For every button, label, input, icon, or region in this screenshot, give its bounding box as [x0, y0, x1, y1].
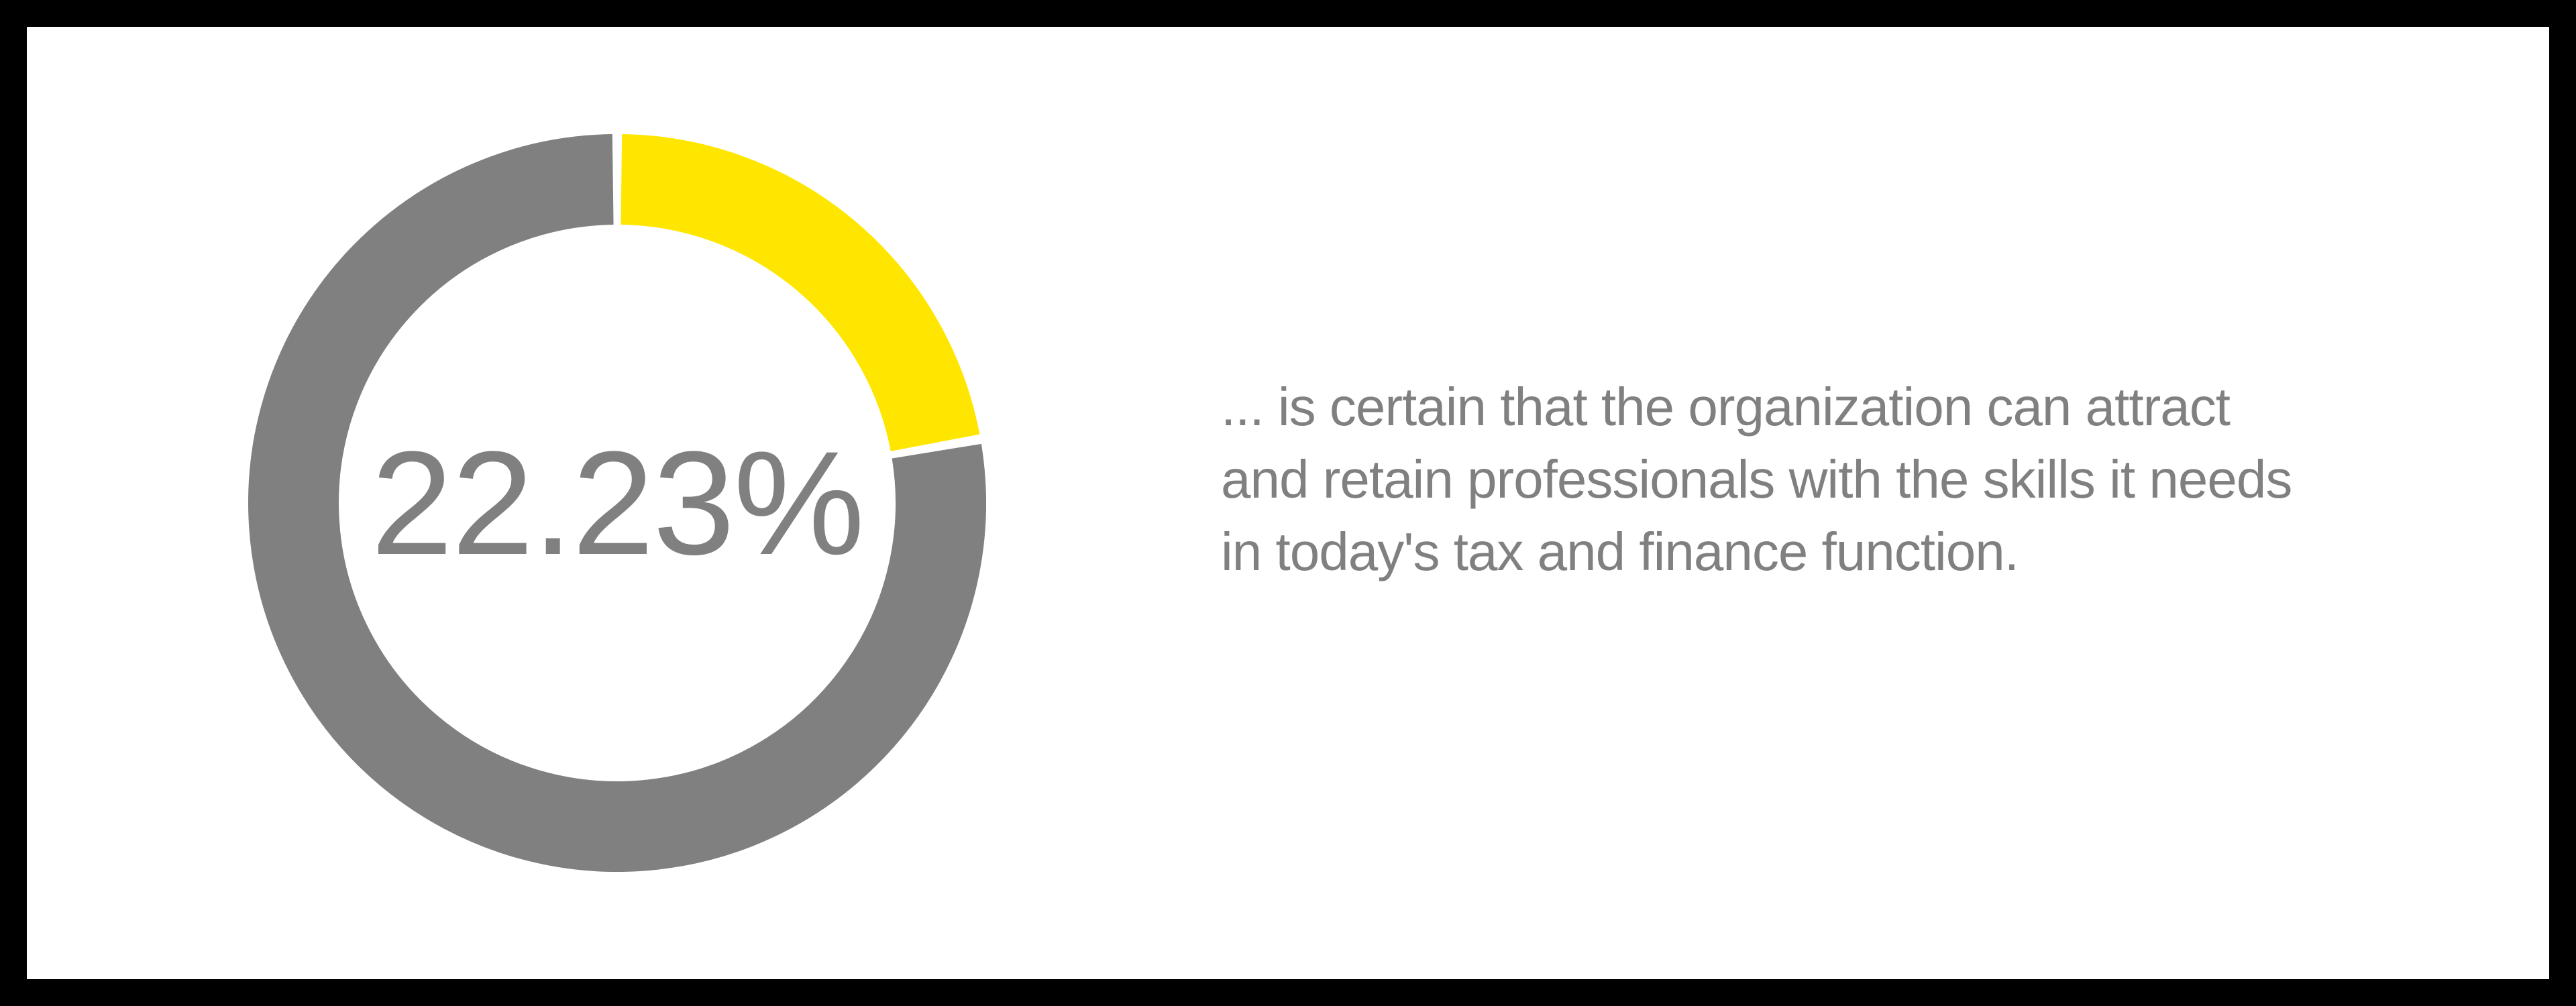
donut-center-value: 22.23%: [248, 134, 986, 872]
infographic-frame: 22.23% ... is certain that the organizat…: [0, 0, 2576, 1006]
description-line: in today's tax and finance function.: [1221, 516, 2292, 588]
description-line: ... is certain that the organization can…: [1221, 371, 2292, 443]
description-text: ... is certain that the organization can…: [1221, 371, 2292, 588]
description-line: and retain professionals with the skills…: [1221, 443, 2292, 516]
donut-chart: 22.23%: [248, 134, 986, 872]
